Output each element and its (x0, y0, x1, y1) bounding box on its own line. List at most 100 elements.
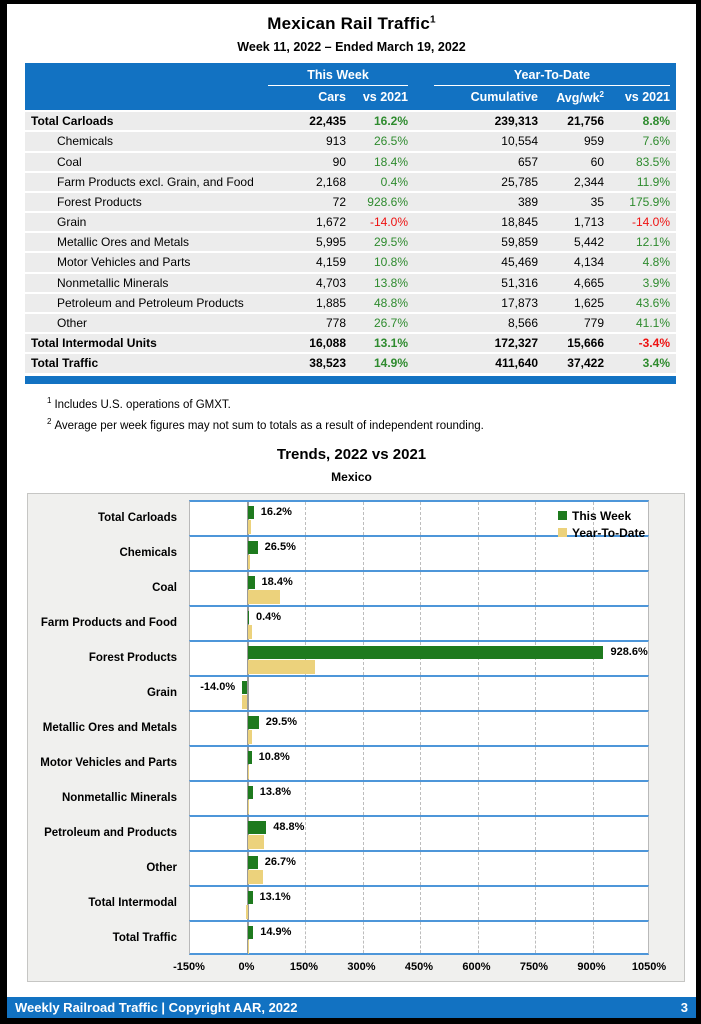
chart-category-row: Forest Products 928.6% (28, 640, 684, 676)
page-footer: Weekly Railroad Traffic | Copyright AAR,… (7, 997, 696, 1018)
gridline (305, 817, 306, 851)
ytd-avg-per-week-value: 2,344 (573, 174, 604, 189)
gridline (362, 502, 364, 536)
gridline (477, 537, 479, 571)
column-gap (408, 334, 434, 352)
ytd-cumulative-value: 172,327 (494, 336, 538, 351)
ytd-cumulative-value: 239,313 (494, 114, 538, 129)
bar-value-label: 10.8% (258, 751, 290, 764)
column-gap (408, 193, 434, 211)
gridline (305, 572, 306, 606)
column-gap (408, 354, 434, 372)
footnotes: 1 Includes U.S. operations of GMXT. 2 Aver… (47, 396, 676, 433)
gridline (477, 747, 479, 781)
chart-category-label: Total Traffic (112, 931, 177, 944)
footnote-1-marker: 1 (47, 395, 52, 405)
footnote-1: 1 Includes U.S. operations of GMXT. (47, 396, 676, 411)
ytd-avg-per-week-value: 35 (590, 194, 604, 209)
chart-category-plot: 48.8% (189, 815, 649, 851)
footnote-2: 2 Average per week figures may not sum to… (47, 417, 676, 432)
column-header-cars: Cars (318, 90, 346, 104)
ytd-cumulative-value: 657 (517, 154, 538, 169)
legend-label-this-week: This Week (572, 508, 632, 523)
gridline (420, 817, 421, 851)
cars-value: 1,885 (315, 295, 346, 310)
column-gap (408, 153, 434, 171)
bar-value-label: 26.7% (264, 856, 296, 869)
bar-this-week (247, 716, 259, 730)
gridline (477, 677, 479, 711)
cars-value: 2,168 (315, 174, 346, 189)
column-gap (408, 274, 434, 292)
gridline (477, 782, 479, 816)
ytd-vs-2021-value: 4.8% (642, 255, 670, 270)
gridline (592, 572, 594, 606)
bar-this-week (247, 821, 267, 835)
table-header: This Week Year-To-Date Cars vs 2021 Cumu… (25, 63, 676, 111)
chart-category-label: Motor Vehicles and Parts (40, 756, 177, 769)
cars-value: 1,672 (315, 215, 346, 230)
page-number: 3 (680, 1000, 688, 1015)
bar-year-to-date (247, 555, 251, 570)
commodity-label: Grain (57, 215, 87, 230)
bar-year-to-date (247, 520, 251, 535)
ytd-avg-per-week-value: 4,134 (573, 255, 604, 270)
trends-bar-chart: Total Carloads 16.2% Chemicals 26.5% Coa… (27, 493, 685, 983)
gridline (420, 782, 421, 816)
gridline (420, 572, 421, 606)
gridline (305, 607, 306, 641)
title-footnote-marker: 1 (429, 14, 436, 26)
gridline (592, 887, 594, 921)
commodity-label: Total Carloads (31, 114, 114, 129)
group-header-year-to-date: Year-To-Date (434, 68, 670, 86)
commodity-label: Metallic Ores and Metals (57, 235, 190, 250)
ytd-vs-2021-value: 12.1% (635, 235, 670, 250)
bar-year-to-date (247, 590, 280, 605)
commodity-label: Total Intermodal Units (31, 336, 157, 351)
gridline (477, 887, 479, 921)
gridline (592, 817, 594, 851)
column-header-avg-wk: Avg/wk2 (538, 90, 604, 105)
ytd-vs-2021-value: 3.4% (642, 356, 670, 371)
bar-value-label: 29.5% (265, 716, 297, 729)
bar-value-label: 16.2% (260, 506, 292, 519)
gridline (362, 572, 364, 606)
bar-year-to-date (247, 870, 264, 885)
bar-year-to-date (246, 905, 248, 920)
gridline (592, 537, 594, 571)
cars-value: 90 (332, 154, 346, 169)
chart-category-row: Grain -14.0% (28, 675, 684, 711)
gridline (420, 537, 421, 571)
x-axis-tick-label: 1050% (631, 961, 667, 974)
this-week-vs-2021-value: 16.2% (373, 114, 408, 129)
bar-this-week (247, 646, 604, 660)
ytd-cumulative-value: 45,469 (501, 255, 538, 270)
commodity-label: Forest Products (57, 194, 142, 209)
gridline (592, 502, 594, 536)
gridline (477, 607, 479, 641)
table-row: Forest Products 72 928.6% 389 35 175.9% (25, 192, 676, 212)
bar-this-week (247, 751, 252, 765)
gridline (305, 782, 306, 816)
ytd-vs-2021-value: 83.5% (635, 154, 670, 169)
gridline (535, 677, 536, 711)
gridline (535, 747, 536, 781)
gridline (420, 502, 421, 536)
chart-category-plot: 928.6% (189, 640, 649, 676)
avg-wk-footnote-marker: 2 (599, 90, 604, 99)
commodity-label: Petroleum and Petroleum Products (57, 295, 244, 310)
ytd-avg-per-week-value: 4,665 (573, 275, 604, 290)
gridline (420, 677, 421, 711)
cars-value: 5,995 (315, 235, 346, 250)
ytd-vs-2021-value: 43.6% (635, 295, 670, 310)
traffic-table: This Week Year-To-Date Cars vs 2021 Cumu… (25, 63, 676, 384)
ytd-cumulative-value: 411,640 (495, 356, 538, 371)
chart-category-row: Metallic Ores and Metals 29.5% (28, 710, 684, 746)
chart-subtitle: Mexico (331, 470, 372, 485)
gridline (535, 537, 536, 571)
ytd-cumulative-value: 10,554 (501, 134, 538, 149)
chart-category-plot: 14.9% (189, 920, 649, 956)
chart-category-row: Other 26.7% (28, 850, 684, 886)
commodity-label: Total Traffic (31, 356, 99, 371)
gridline (535, 782, 536, 816)
